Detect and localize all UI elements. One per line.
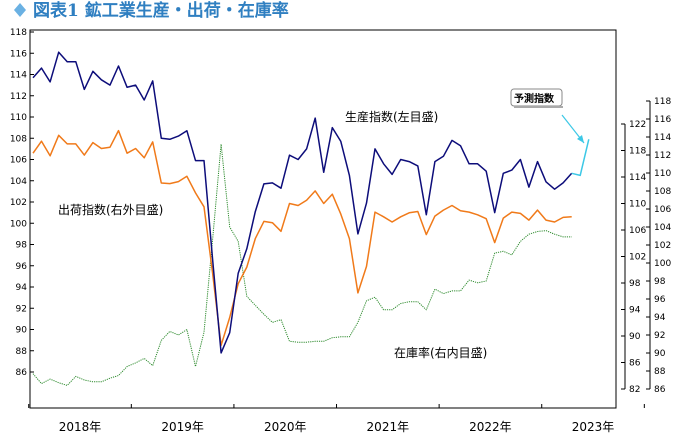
left-tick-label: 116 [10, 49, 27, 59]
left-tick-label: 94 [16, 283, 28, 293]
right-tick-label: 94 [654, 313, 666, 323]
left-tick-label: 114 [10, 71, 27, 81]
forecast-arrowhead [577, 135, 584, 143]
mid-tick-label: 86 [629, 359, 641, 369]
y-axis-right: 86 88 90 92 94 96 98 100 102 104 106 108 110 112 114 11… [646, 97, 671, 395]
left-tick-label: 108 [10, 134, 27, 144]
left-tick-label: 110 [10, 113, 27, 123]
x-tick-label: 2022年 [469, 420, 512, 434]
production-line [32, 51, 573, 354]
right-tick-label: 108 [654, 187, 671, 197]
right-tick-label: 100 [654, 259, 671, 269]
left-tick-label: 102 [10, 198, 27, 208]
y-axis-mid: 82 86 90 94 98 102 106 110 114 118 122 [621, 120, 646, 395]
series-lines [32, 51, 590, 386]
mid-tick-label: 114 [629, 173, 646, 183]
right-tick-label: 118 [654, 97, 671, 107]
right-tick-label: 110 [654, 169, 671, 179]
chart-title-text: 図表1 鉱工業生産・出荷・在庫率 [33, 0, 289, 21]
x-tick-label: 2023年 [572, 420, 615, 434]
forecast-callout: 予測指数 [510, 88, 585, 144]
left-tick-label: 90 [16, 326, 28, 336]
inventory-annotation: 在庫率(右内目盛) [394, 345, 487, 360]
left-tick-label: 98 [16, 241, 28, 251]
right-tick-label: 88 [654, 367, 666, 377]
x-tick-label: 2020年 [264, 420, 307, 434]
right-tick-label: 112 [654, 151, 671, 161]
forecast-line [571, 139, 590, 177]
right-tick-label: 98 [654, 277, 666, 287]
forecast-label: 予測指数 [514, 92, 555, 105]
x-tick-label: 2021年 [367, 420, 410, 434]
mid-tick-label: 110 [629, 200, 646, 210]
left-tick-label: 88 [16, 347, 28, 357]
shipments-annotation: 出荷指数(右外目盛) [58, 202, 163, 217]
left-tick-label: 104 [10, 177, 27, 187]
mid-tick-label: 102 [629, 253, 646, 263]
x-tick-label: 2019年 [161, 420, 204, 434]
right-tick-label: 106 [654, 205, 671, 215]
right-tick-label: 92 [654, 331, 665, 341]
right-tick-label: 96 [654, 295, 666, 305]
left-tick-label: 106 [10, 156, 27, 166]
left-tick-label: 92 [16, 304, 27, 314]
mid-tick-label: 94 [629, 306, 641, 316]
x-tick-label: 2018年 [59, 420, 102, 434]
plot-frame [29, 29, 617, 409]
mid-tick-label: 118 [629, 147, 646, 157]
mid-tick-label: 122 [629, 120, 646, 130]
mid-tick-label: 82 [629, 385, 640, 395]
left-tick-label: 100 [10, 219, 27, 229]
diamond-icon [14, 3, 26, 17]
left-tick-label: 118 [10, 28, 27, 38]
mid-tick-label: 106 [629, 226, 646, 236]
mid-tick-label: 98 [629, 279, 641, 289]
left-tick-label: 96 [16, 262, 28, 272]
right-tick-label: 86 [654, 385, 666, 395]
left-tick-label: 86 [16, 368, 28, 378]
y-axis-left: 86 88 90 92 94 96 98 100 102 104 106 108 110 112 114 11… [10, 28, 34, 378]
mid-tick-label: 90 [629, 332, 641, 342]
right-tick-label: 104 [654, 223, 671, 233]
right-tick-label: 102 [654, 241, 671, 251]
right-tick-label: 114 [654, 133, 671, 143]
right-tick-label: 90 [654, 349, 666, 359]
shipments-line [32, 129, 572, 347]
right-tick-label: 116 [654, 115, 671, 125]
inventory-line [32, 143, 572, 386]
left-tick-label: 112 [10, 92, 27, 102]
production-annotation: 生産指数(左目盛) [345, 109, 438, 124]
chart-title: 図表1 鉱工業生産・出荷・在庫率 [14, 0, 289, 21]
x-axis: 2018年 2019年 2020年 2021年 2022年 2023年 [28, 404, 645, 434]
